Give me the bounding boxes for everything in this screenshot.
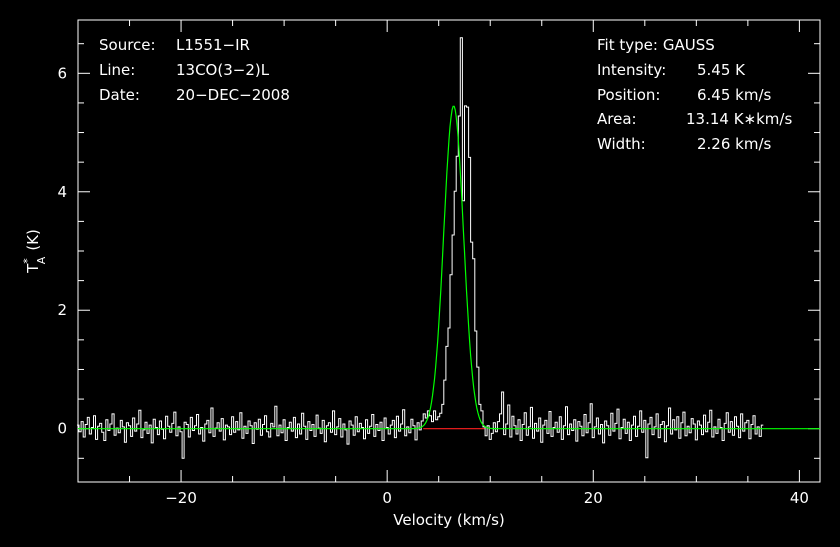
- spectrum-line: [77, 37, 764, 459]
- fit-type-value: GAUSS: [663, 36, 715, 54]
- width-value: 2.26 km/s: [697, 135, 772, 153]
- gauss-fit-line: [78, 105, 820, 430]
- source-value: L1551−IR: [176, 36, 250, 54]
- source-info-block: Source: L1551−IR Line: 13CO(3−2)L Date: …: [99, 36, 290, 104]
- y-axis-label-base: T: [24, 263, 42, 274]
- fit-type-key: Fit type:: [597, 36, 658, 54]
- y-tick-label: 4: [57, 183, 67, 201]
- y-axis-label-sup: *: [21, 258, 34, 264]
- y-axis-label-unit: (K): [24, 229, 42, 251]
- x-tick-label: −20: [165, 489, 197, 507]
- area-key: Area:: [597, 110, 637, 128]
- y-axis-label: T*A (K): [21, 229, 48, 274]
- y-tick-label: 2: [57, 301, 67, 319]
- y-axis-label-sub: A: [35, 256, 48, 264]
- axis-ticks: [77, 20, 820, 482]
- source-key: Source:: [99, 36, 156, 54]
- intensity-key: Intensity:: [597, 61, 666, 79]
- x-axis-label: Velocity (km/s): [393, 511, 504, 529]
- line-value: 13CO(3−2)L: [176, 61, 270, 79]
- fit-type-label: Fit type: GAUSS: [597, 36, 715, 54]
- width-key: Width:: [597, 135, 646, 153]
- x-tick-label: 40: [790, 489, 809, 507]
- y-tick-label: 6: [57, 64, 67, 82]
- y-tick-labels: 0 2 4 6: [57, 64, 67, 437]
- fit-info-block: Fit type: GAUSS Intensity: 5.45 K Positio…: [597, 36, 792, 153]
- date-value: 20−DEC−2008: [176, 86, 290, 104]
- x-tick-labels: −20 0 20 40: [165, 489, 809, 507]
- position-key: Position:: [597, 86, 660, 104]
- line-key: Line:: [99, 61, 135, 79]
- area-value: 13.14 K∗km/s: [686, 110, 792, 128]
- y-tick-label: 0: [57, 420, 67, 438]
- x-tick-label: 20: [584, 489, 603, 507]
- date-key: Date:: [99, 86, 140, 104]
- position-value: 6.45 km/s: [697, 86, 772, 104]
- intensity-value: 5.45 K: [697, 61, 746, 79]
- x-tick-label: 0: [382, 489, 392, 507]
